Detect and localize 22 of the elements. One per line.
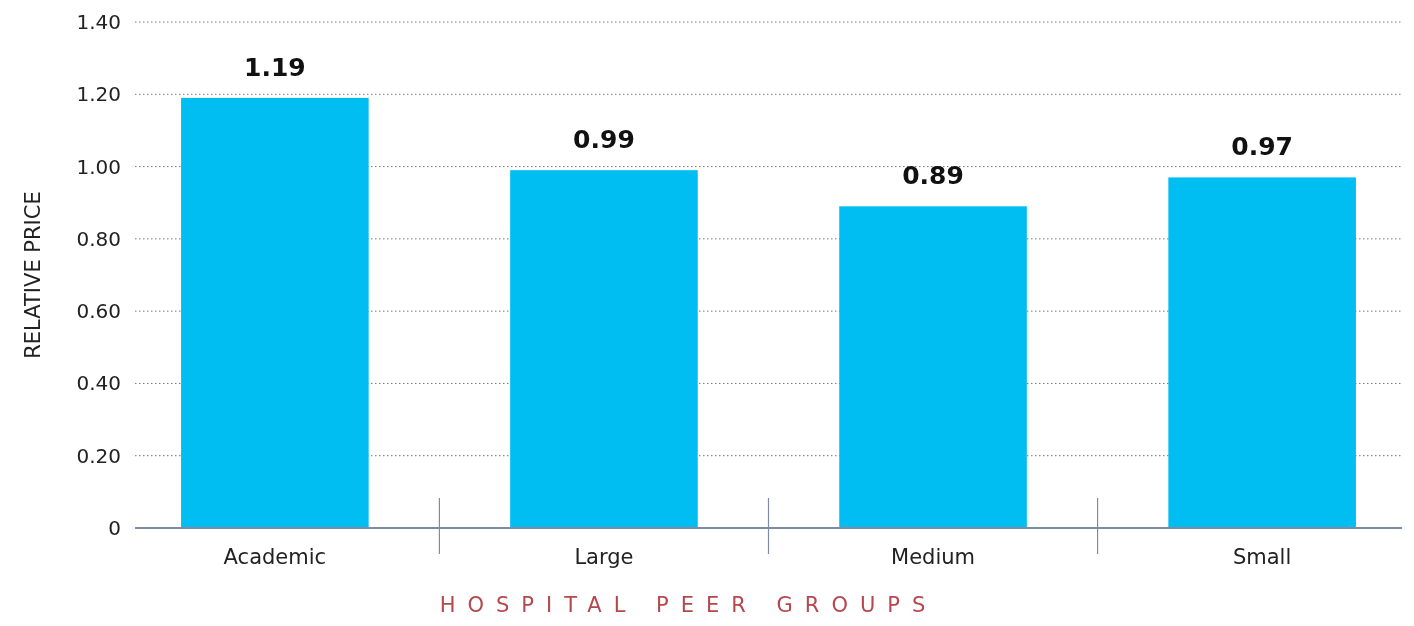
bar [181, 97, 369, 528]
y-axis-title: RELATIVE PRICE [21, 191, 45, 359]
bar [1168, 177, 1356, 528]
bar [839, 206, 1027, 528]
x-tick-label: Medium [891, 545, 976, 569]
y-tick-label: 0.40 [76, 371, 121, 396]
x-tick-label: Large [574, 545, 634, 569]
bar [510, 170, 698, 528]
data-label: 0.97 [1231, 132, 1293, 162]
data-label: 0.99 [573, 125, 635, 155]
y-tick-label: 0 [108, 516, 121, 540]
y-tick-label: 0.20 [76, 443, 121, 468]
y-tick-label: 1.00 [76, 154, 121, 179]
x-tick-label: Small [1232, 545, 1292, 569]
y-tick-label: 1.20 [76, 82, 121, 107]
data-label: 1.19 [244, 52, 306, 82]
y-tick-label: 1.40 [76, 10, 121, 34]
y-tick-label: 0.60 [76, 299, 121, 324]
data-label: 0.89 [902, 161, 964, 191]
x-axis-title: HOSPITAL PEER GROUPS [439, 593, 938, 617]
x-tick-label: Academic [223, 545, 327, 569]
y-tick-label: 0.80 [76, 226, 121, 251]
